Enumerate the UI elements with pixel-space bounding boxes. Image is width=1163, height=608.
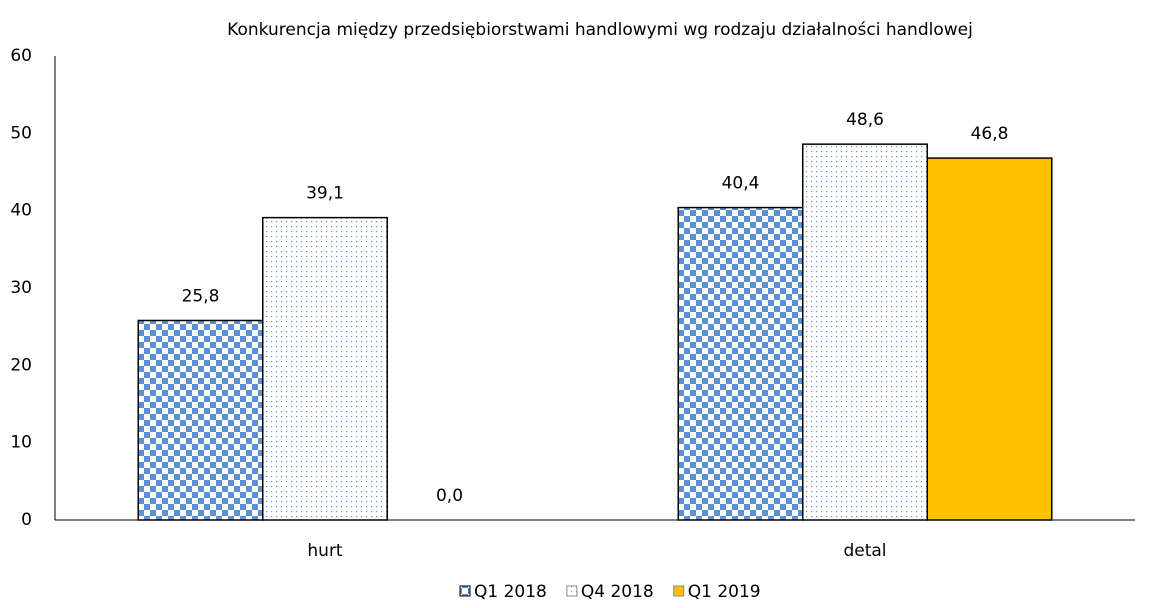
- legend-swatch: [566, 585, 578, 597]
- x-tick-label: detal: [843, 541, 886, 561]
- value-label: 0,0: [436, 486, 463, 506]
- y-tick-label: 30: [10, 278, 32, 298]
- y-tick-label: 60: [10, 46, 32, 66]
- y-tick-label: 20: [10, 355, 32, 375]
- bar: [926, 157, 1053, 521]
- value-label: 46,8: [971, 124, 1009, 144]
- legend-swatch: [459, 585, 471, 597]
- value-label: 40,4: [722, 174, 760, 194]
- value-label: 39,1: [306, 184, 344, 204]
- bar: [677, 206, 804, 521]
- x-tick-label: hurt: [307, 541, 343, 561]
- chart-title: Konkurencja między przedsiębiorstwami ha…: [227, 20, 973, 40]
- legend-label: Q1 2018: [474, 582, 547, 602]
- bar: [137, 319, 264, 521]
- y-tick-label: 40: [10, 201, 32, 221]
- legend-swatch: [673, 585, 685, 597]
- y-tick-label: 10: [10, 433, 32, 453]
- bar: [802, 143, 928, 521]
- value-label: 48,6: [846, 110, 884, 130]
- legend-label: Q4 2018: [581, 582, 654, 602]
- value-label: 25,8: [182, 286, 220, 306]
- legend-label: Q1 2019: [688, 582, 761, 602]
- bar: [262, 216, 388, 521]
- y-tick-label: 0: [21, 510, 32, 530]
- y-tick-label: 50: [10, 123, 32, 143]
